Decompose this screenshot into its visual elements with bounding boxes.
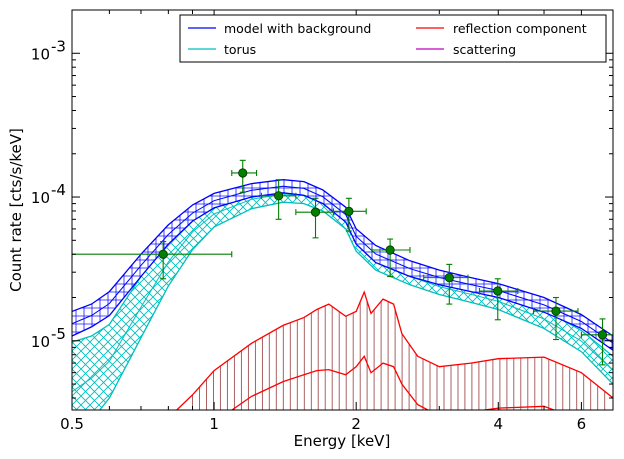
data-point [551,306,561,316]
legend: model with background reflection compone… [179,14,607,63]
y-tick-label: 10 [31,189,50,207]
data-point [385,245,395,255]
x-tick-label: 6 [577,415,587,433]
model-band [72,179,613,351]
torus-lower-line [98,201,613,410]
plot-area [72,159,613,410]
axes: 0.5 1 2 4 610-510-410-3 [31,10,613,433]
x-tick-label: 1 [209,415,219,433]
legend-label-scattering: scattering [453,42,516,57]
y-tick-label: 10 [31,333,50,351]
model-lower-line [72,192,613,351]
legend-label-reflection: reflection component [453,21,587,36]
model-mid-line [72,185,613,344]
data-point [493,286,503,296]
x-axis-label: Energy [keV] [294,432,391,450]
y-tick-exponent: -4 [51,181,66,199]
data-point [344,206,354,216]
y-tick-label: 10 [31,45,50,63]
reflection-lower-line [230,355,556,410]
data-point [310,207,321,217]
plot-frame [71,9,614,411]
legend-label-torus: torus [224,42,256,57]
legend-label-model: model with background [224,21,371,36]
x-tick-label: 4 [494,415,504,433]
data-point [158,249,168,259]
model-upper-line [72,179,613,337]
legend-box [179,14,607,63]
x-tick-label: 2 [351,415,361,433]
data-point [597,330,608,340]
data-point [274,191,284,201]
data-point [238,168,248,178]
data-point [444,273,454,283]
y-axis-label: Count rate [cts/s/keV] [7,128,25,292]
y-tick-exponent: -5 [51,325,66,343]
y-tick-exponent: -3 [51,37,66,55]
reflection-upper-line [175,290,613,410]
x-tick-label: 0.5 [60,415,84,433]
